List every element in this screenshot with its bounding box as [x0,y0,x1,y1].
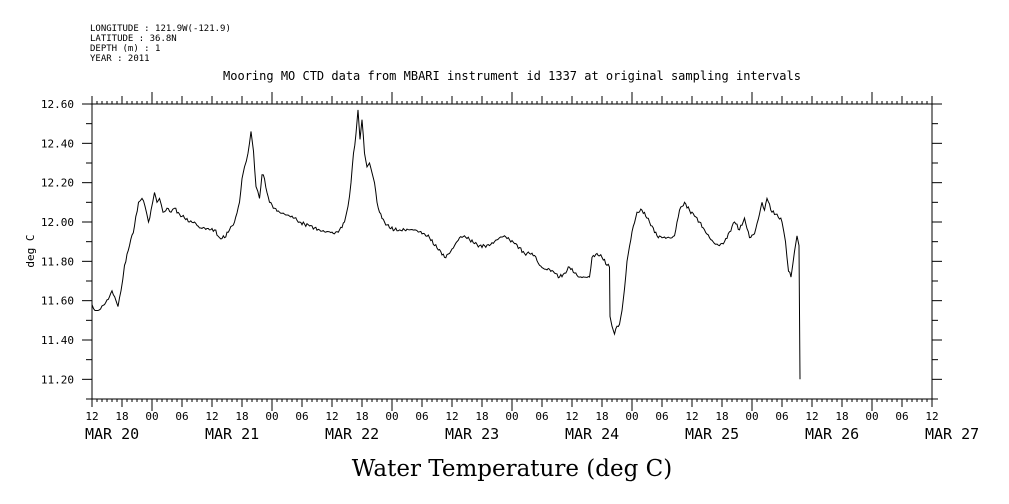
x-hour-label: 06 [175,410,188,423]
x-hour-label: 00 [625,410,638,423]
x-hour-label: 00 [865,410,878,423]
x-hour-label: 00 [745,410,758,423]
x-hour-label: 12 [445,410,458,423]
x-hour-label: 12 [685,410,698,423]
x-hour-label: 06 [415,410,428,423]
x-hour-label: 12 [325,410,338,423]
y-tick-label: 12.60 [41,98,74,111]
water-temperature-line [91,109,801,380]
longitude-label: LONGITUDE : 121.9W(-121.9) [90,24,231,34]
depth-label: DEPTH (m) : 1 [90,44,160,54]
x-hour-label: 18 [235,410,248,423]
y-tick-label: 11.40 [41,334,74,347]
year-label: YEAR : 2011 [90,54,150,64]
x-date-label: MAR 25 [685,425,739,443]
plot-frame [91,103,933,400]
y-tick-label: 12.40 [41,137,74,150]
x-hour-label: 18 [595,410,608,423]
y-axis-label: deg C [24,234,37,267]
y-tick-label: 11.80 [41,255,74,268]
x-date-label: MAR 20 [85,425,139,443]
x-hour-label: 18 [835,410,848,423]
x-hour-label: 18 [475,410,488,423]
x-hour-label: 12 [925,410,938,423]
x-hour-label: 06 [535,410,548,423]
x-hour-label: 00 [505,410,518,423]
chart-title: Mooring MO CTD data from MBARI instrumen… [223,69,801,83]
x-hour-label: 18 [115,410,128,423]
y-axis: 11.20 11.40 11.60 11.80 12.00 12.20 12.40 12.60 [41,98,942,400]
x-date-label: MAR 22 [325,425,379,443]
x-hour-label: 00 [385,410,398,423]
y-tick-label: 12.00 [41,216,74,229]
x-hour-label: 00 [145,410,158,423]
x-hour-label: 06 [775,410,788,423]
series-layer [91,109,801,380]
x-hour-label: 12 [565,410,578,423]
x-axis-label: Water Temperature (deg C) [352,456,672,482]
x-date-label: MAR 23 [445,425,499,443]
y-tick-label: 11.20 [41,373,74,386]
x-hour-label: 18 [355,410,368,423]
y-tick-label: 12.20 [41,177,74,190]
latitude-label: LATITUDE : 36.8N [90,34,177,44]
x-hour-label: 18 [715,410,728,423]
x-hour-label: 12 [805,410,818,423]
x-hour-label: 12 [205,410,218,423]
y-tick-label: 11.60 [41,295,74,308]
x-hour-label: 06 [895,410,908,423]
x-hour-label: 06 [295,410,308,423]
x-date-label: MAR 27 [925,425,979,443]
x-hour-label: 06 [655,410,668,423]
x-date-label: MAR 26 [805,425,859,443]
header-info: LONGITUDE : 121.9W(-121.9) LATITUDE : 36… [90,24,231,64]
x-date-label: MAR 21 [205,425,259,443]
x-hour-label: 00 [265,410,278,423]
x-axis: 12 18 00 06 12 18 00 06 12 18 00 06 12 18 00 06 12 18 00 06… [85,92,979,443]
x-hour-label: 12 [85,410,98,423]
x-date-label: MAR 24 [565,425,619,443]
